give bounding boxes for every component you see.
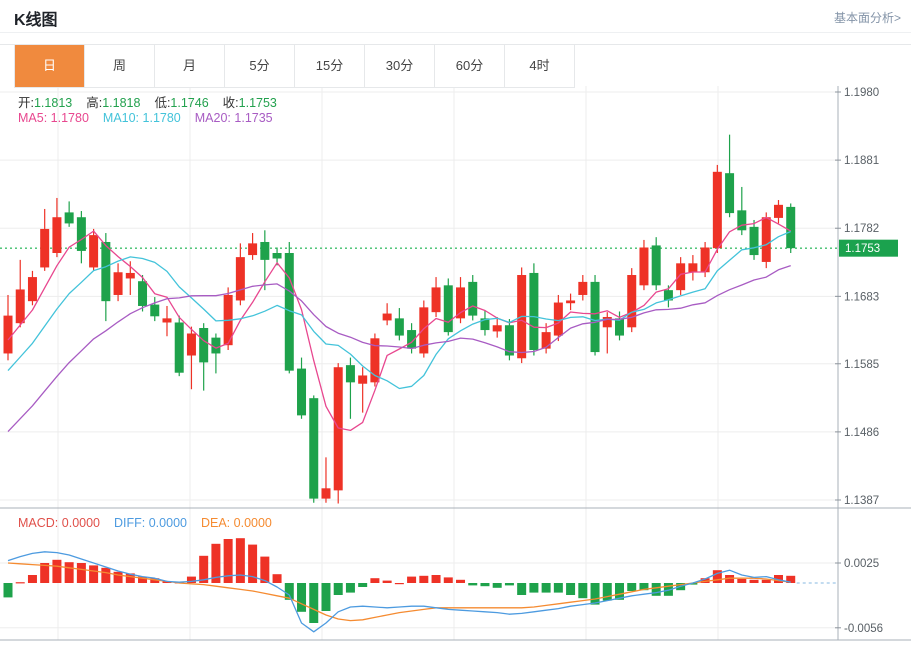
high-label: 高: <box>86 96 103 110</box>
fundamental-analysis-link[interactable]: 基本面分析> <box>833 11 901 25</box>
tab-week[interactable]: 周 <box>85 45 155 87</box>
low-label: 低: <box>154 96 171 110</box>
svg-text:1.1585: 1.1585 <box>844 359 879 371</box>
tab-month[interactable]: 月 <box>155 45 225 87</box>
svg-text:1.1486: 1.1486 <box>844 427 879 439</box>
low-value: 1.1746 <box>170 96 209 110</box>
close-label: 收: <box>222 96 239 110</box>
tab-30min[interactable]: 30分 <box>365 45 435 87</box>
svg-text:1.1881: 1.1881 <box>844 155 879 167</box>
diff-value-legend: DIFF: 0.0000 <box>114 516 187 530</box>
open-label: 开: <box>18 96 34 110</box>
svg-text:1.1387: 1.1387 <box>844 495 879 507</box>
svg-text:1.1753: 1.1753 <box>845 243 880 255</box>
tab-5min[interactable]: 5分 <box>225 45 295 87</box>
page-title: K线图 <box>14 12 58 29</box>
close-value: 1.1753 <box>238 96 277 110</box>
high-value: 1.1818 <box>102 96 141 110</box>
svg-text:1.1980: 1.1980 <box>844 87 879 99</box>
title-divider <box>0 32 911 33</box>
svg-text:-0.0056: -0.0056 <box>844 623 883 635</box>
svg-text:1.1683: 1.1683 <box>844 291 879 303</box>
tab-day[interactable]: 日 <box>15 45 85 87</box>
tab-60min[interactable]: 60分 <box>435 45 505 87</box>
timeframe-tabs: 日周月 5分 15分 30分 60分 4时 <box>14 44 575 88</box>
dea-value-legend: DEA: 0.0000 <box>200 516 272 530</box>
ma5-legend: MA5: 1.1780 <box>18 111 89 125</box>
ma20-legend: MA20: 1.1735 <box>194 111 273 125</box>
ma10-legend: MA10: 1.1780 <box>102 111 181 125</box>
ma-legend: MA5: 1.1780 MA10: 1.1780 MA20: 1.1735 <box>18 111 273 125</box>
tab-4hour[interactable]: 4时 <box>505 45 575 87</box>
svg-text:0.0025: 0.0025 <box>844 558 879 570</box>
macd-legend: MACD: 0.0000 DIFF: 0.0000 DEA: 0.0000 <box>18 516 272 530</box>
ohlc-legend: 开:1.1813 高:1.1818 低:1.1746 收:1.1753 <box>18 92 291 111</box>
svg-text:1.1782: 1.1782 <box>844 223 879 235</box>
open-value: 1.1813 <box>33 96 73 110</box>
macd-value-legend: MACD: 0.0000 <box>18 516 100 530</box>
tab-15min[interactable]: 15分 <box>295 45 365 87</box>
